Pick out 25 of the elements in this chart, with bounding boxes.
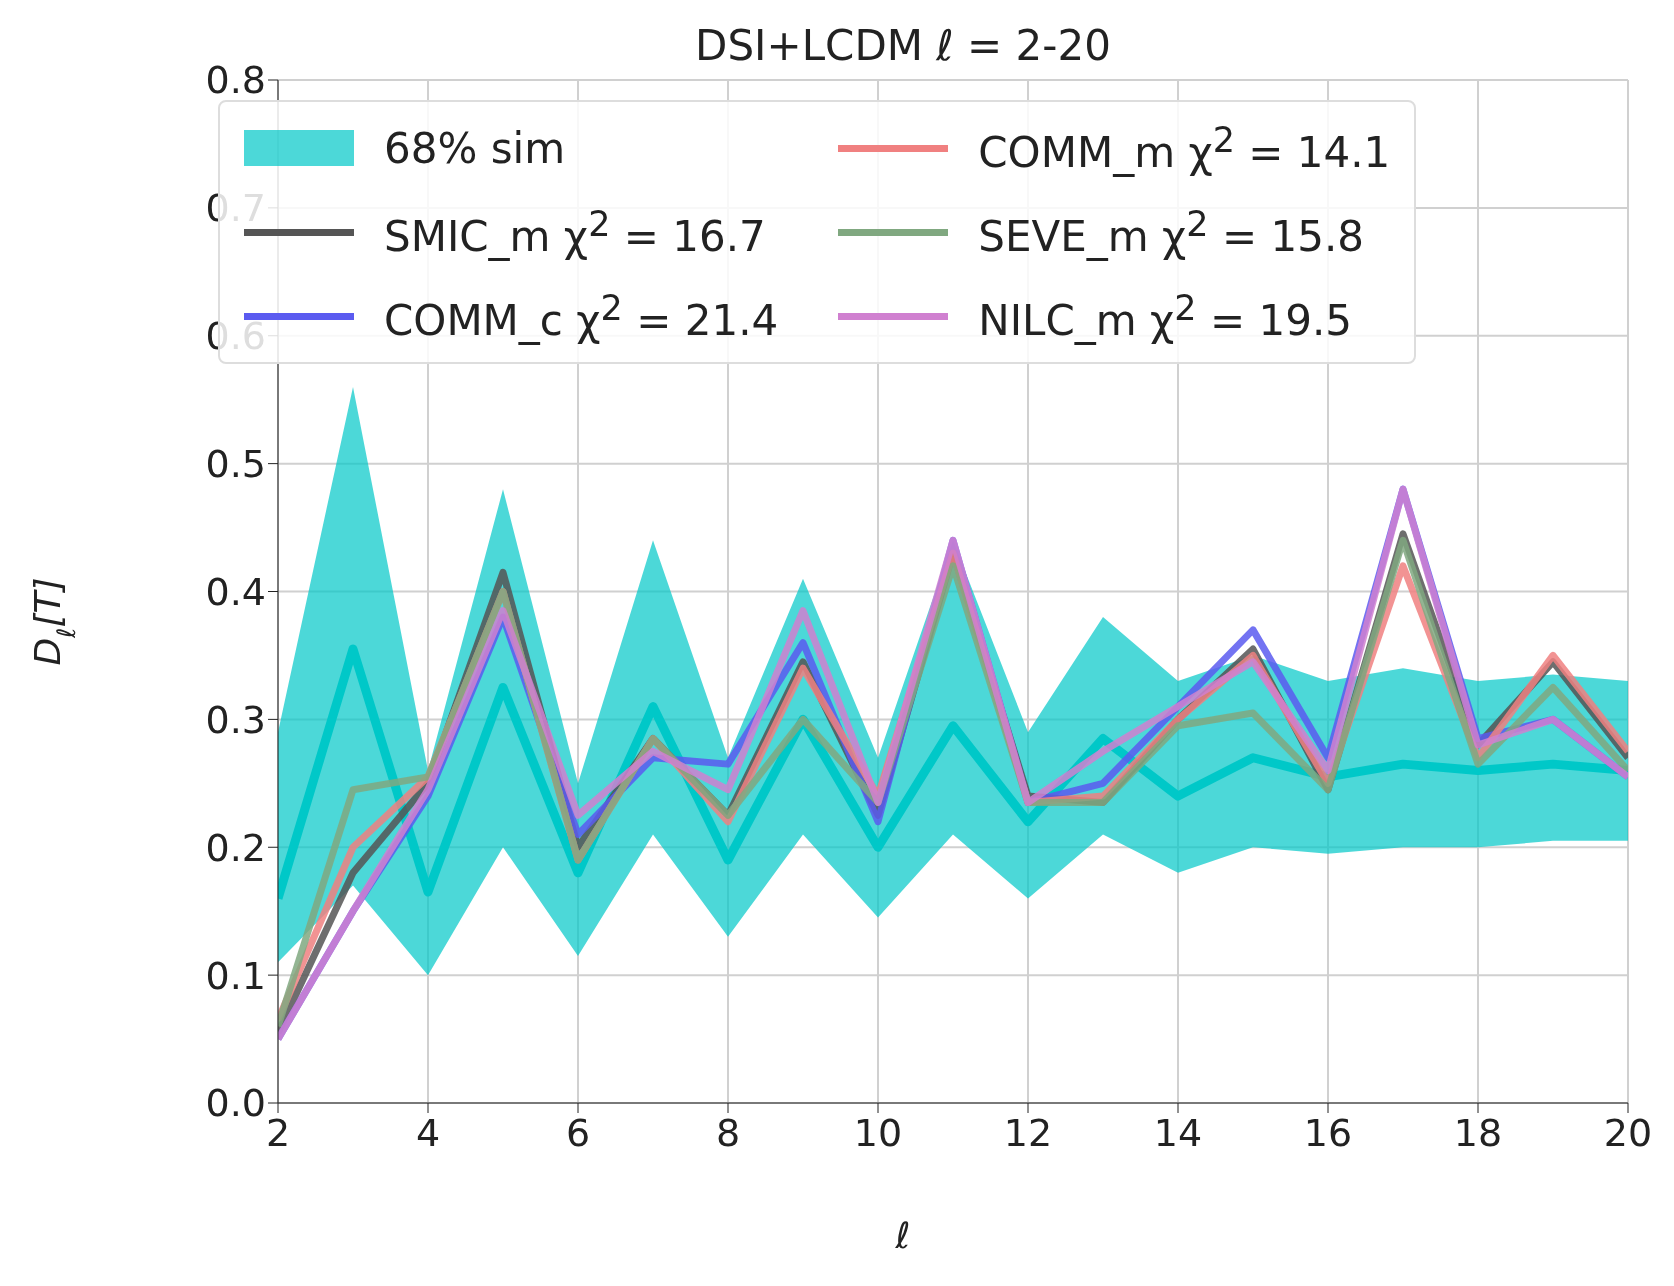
- y-tick-label: 0.2: [205, 825, 266, 870]
- x-tick-label: 18: [1453, 1110, 1503, 1155]
- legend-label: NILC_m χ$^{2}$ = 19.5: [978, 287, 1353, 345]
- x-tick-label: 12: [1003, 1110, 1053, 1155]
- x-tick-label: 8: [715, 1110, 741, 1155]
- legend-label: COMM_m χ$^{2}$ = 14.1: [978, 119, 1391, 177]
- legend-label: SEVE_m χ$^{2}$ = 15.8: [978, 203, 1364, 261]
- x-tick-label: 2: [265, 1110, 291, 1155]
- x-axis-title: ℓ: [894, 1215, 911, 1256]
- x-tick-label: 4: [415, 1110, 441, 1155]
- y-tick-label: 0.1: [205, 953, 266, 998]
- y-tick-label: 0.0: [205, 1081, 266, 1126]
- legend-label: COMM_c χ$^{2}$ = 21.4: [384, 287, 779, 345]
- y-tick-label: 0.8: [205, 58, 266, 103]
- legend-label: 68% sim: [384, 123, 566, 173]
- x-tick-label: 14: [1153, 1110, 1203, 1155]
- y-tick-label: 0.4: [205, 569, 266, 614]
- legend-label: SMIC_m χ$^{2}$ = 16.7: [384, 203, 766, 261]
- x-tick-label: 20: [1603, 1110, 1653, 1155]
- x-tick-label: 16: [1303, 1110, 1353, 1155]
- x-tick-label: 6: [565, 1110, 591, 1155]
- y-tick-label: 0.5: [205, 442, 266, 487]
- y-tick-label: 0.3: [205, 697, 266, 742]
- chart-title: DSI+LCDM ℓ = 2-20: [695, 21, 1111, 70]
- x-tick-label: 10: [853, 1110, 903, 1155]
